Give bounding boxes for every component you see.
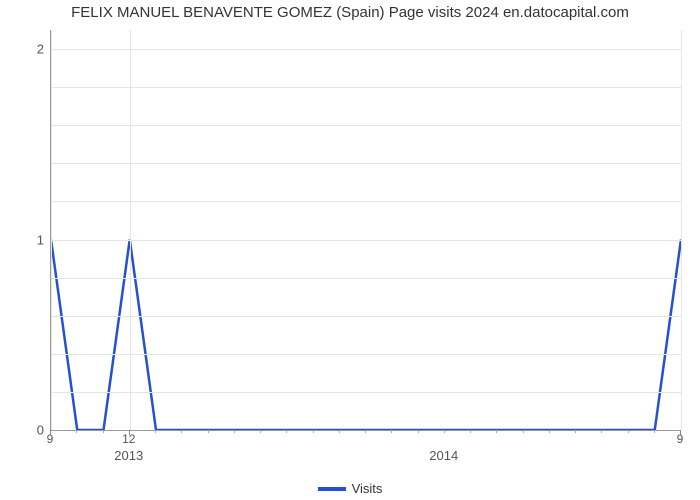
h-gridline-minor (51, 201, 681, 202)
y-tick-label: 0 (4, 423, 44, 438)
x-group-label: 2013 (114, 448, 143, 463)
x-tick-minor (391, 430, 392, 433)
v-gridline (681, 30, 682, 430)
x-tick-minor (575, 430, 576, 433)
plot-area (50, 30, 681, 431)
y-tick-label: 2 (4, 42, 44, 57)
h-gridline-minor (51, 316, 681, 317)
h-gridline (51, 240, 681, 241)
x-tick-minor (234, 430, 235, 433)
h-gridline-minor (51, 278, 681, 279)
x-tick-minor (313, 430, 314, 433)
x-group-label: 2014 (429, 448, 458, 463)
x-tick-minor (654, 430, 655, 433)
legend-swatch (318, 487, 346, 491)
h-gridline-minor (51, 392, 681, 393)
x-tick-minor (76, 430, 77, 433)
h-gridline-minor (51, 163, 681, 164)
x-tick-minor (339, 430, 340, 433)
v-gridline (130, 30, 131, 430)
x-tick-minor (549, 430, 550, 433)
x-tick-label: 12 (122, 432, 135, 446)
x-tick-minor (496, 430, 497, 433)
legend-label: Visits (352, 481, 383, 496)
x-tick-minor (418, 430, 419, 433)
h-gridline (51, 49, 681, 50)
x-tick-minor (628, 430, 629, 433)
chart-title: FELIX MANUEL BENAVENTE GOMEZ (Spain) Pag… (0, 4, 700, 21)
x-tick-minor (260, 430, 261, 433)
v-gridline (51, 30, 52, 430)
x-tick-label: 9 (677, 432, 684, 446)
x-tick-minor (155, 430, 156, 433)
x-tick-minor (286, 430, 287, 433)
x-tick-minor (523, 430, 524, 433)
x-tick-minor (444, 430, 445, 433)
x-tick-minor (470, 430, 471, 433)
x-tick-minor (601, 430, 602, 433)
chart-container: FELIX MANUEL BENAVENTE GOMEZ (Spain) Pag… (0, 0, 700, 500)
y-tick-label: 1 (4, 232, 44, 247)
visits-line (51, 30, 681, 430)
h-gridline-minor (51, 87, 681, 88)
x-tick-minor (103, 430, 104, 433)
x-tick-minor (181, 430, 182, 433)
x-tick-minor (365, 430, 366, 433)
legend: Visits (0, 480, 700, 496)
x-tick-label: 9 (47, 432, 54, 446)
h-gridline-minor (51, 125, 681, 126)
x-tick-minor (208, 430, 209, 433)
h-gridline-minor (51, 354, 681, 355)
